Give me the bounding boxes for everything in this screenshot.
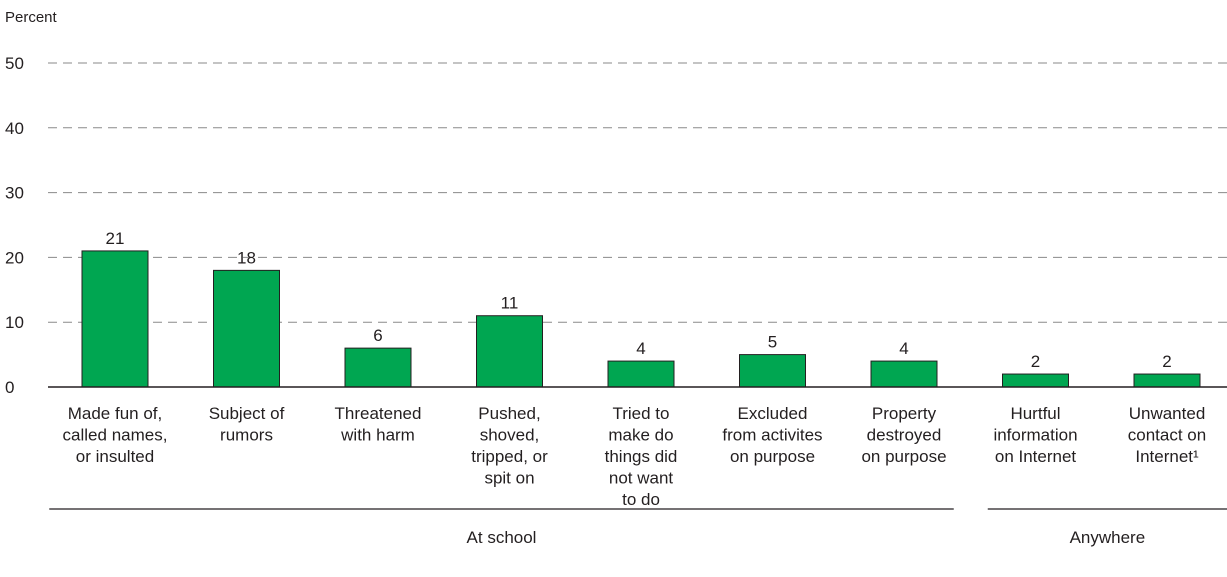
bar xyxy=(1133,373,1201,388)
x-category-label: Threatened with harm xyxy=(335,404,422,445)
bar xyxy=(1002,373,1069,388)
x-category-label: Subject of rumors xyxy=(209,404,285,445)
x-category-label: Pushed, shoved, tripped, or spit on xyxy=(471,404,548,488)
y-tick-label: 30 xyxy=(5,184,24,203)
bar xyxy=(739,354,806,388)
bar xyxy=(607,360,675,388)
x-category-label: Excluded from activites on purpose xyxy=(722,404,822,466)
data-label: 4 xyxy=(899,339,908,358)
category-groups: At school Anywhere xyxy=(49,508,1227,547)
gridlines xyxy=(48,62,1227,323)
data-label: 6 xyxy=(373,326,382,345)
category-labels: Made fun of, called names, or insulted Subj… xyxy=(63,404,1207,509)
x-category-label: Hurtful information on Internet xyxy=(993,404,1077,466)
group-label: At school xyxy=(467,528,537,547)
bar xyxy=(213,269,280,388)
y-axis-ticks: 0 10 20 30 40 50 xyxy=(5,54,24,397)
x-category-label: Tried to make do things did not want to do xyxy=(605,404,678,509)
data-label: 4 xyxy=(636,339,645,358)
x-category-label: Made fun of, called names, or insulted xyxy=(63,404,168,466)
bars xyxy=(81,250,1201,388)
data-label: 11 xyxy=(501,294,519,313)
data-label: 2 xyxy=(1031,352,1040,371)
y-tick-label: 10 xyxy=(5,313,24,332)
value-labels: 21 18 6 11 4 5 4 2 2 xyxy=(106,229,1172,371)
x-category-label: Unwanted contact on Internet¹ xyxy=(1128,404,1206,466)
y-tick-label: 50 xyxy=(5,54,24,73)
y-axis-unit-label: Percent xyxy=(5,9,58,26)
bar xyxy=(870,360,938,388)
data-label: 2 xyxy=(1162,352,1171,371)
y-tick-label: 40 xyxy=(5,119,24,138)
y-tick-label: 0 xyxy=(5,378,14,397)
y-tick-label: 20 xyxy=(5,248,24,267)
data-label: 5 xyxy=(768,333,777,352)
data-label: 21 xyxy=(106,229,125,248)
group-label: Anywhere xyxy=(1070,528,1146,547)
data-label: 18 xyxy=(237,248,256,267)
bar xyxy=(344,347,412,388)
bar xyxy=(81,250,149,388)
bar xyxy=(476,315,543,388)
x-category-label: Property destroyed on purpose xyxy=(861,404,946,466)
